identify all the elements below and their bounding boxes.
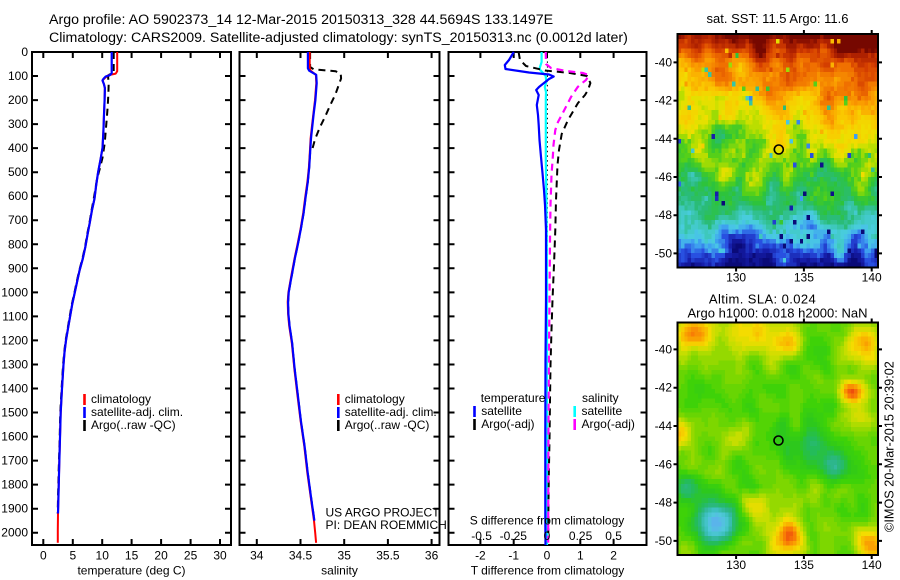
svg-text:temperature (deg C): temperature (deg C) xyxy=(77,564,185,578)
svg-text:Climatology: CARS2009. Satelli: Climatology: CARS2009. Satellite-adjuste… xyxy=(49,30,628,46)
svg-text:35.5: 35.5 xyxy=(376,549,400,563)
svg-text:-40: -40 xyxy=(655,55,673,69)
svg-text:1: 1 xyxy=(577,549,584,563)
svg-text:Argo profile: AO 5902373_14 12: Argo profile: AO 5902373_14 12-Mar-2015 … xyxy=(49,12,553,28)
svg-text:Argo(-adj): Argo(-adj) xyxy=(481,417,534,431)
svg-text:-48: -48 xyxy=(655,496,673,510)
svg-text:-50: -50 xyxy=(655,534,673,548)
svg-text:1900: 1900 xyxy=(1,502,28,516)
svg-text:140: 140 xyxy=(862,558,882,572)
svg-text:1000: 1000 xyxy=(1,285,28,299)
svg-text:36: 36 xyxy=(425,549,439,563)
svg-text:0: 0 xyxy=(544,549,551,563)
svg-text:salinity: salinity xyxy=(321,564,358,578)
svg-text:0: 0 xyxy=(544,529,551,543)
svg-text:20: 20 xyxy=(154,549,168,563)
svg-text:PI: DEAN ROEMMICH: PI: DEAN ROEMMICH xyxy=(326,518,447,532)
svg-text:30: 30 xyxy=(213,549,227,563)
svg-text:5: 5 xyxy=(69,549,76,563)
svg-text:T difference from climatology: T difference from climatology xyxy=(471,564,625,578)
svg-text:S difference from climatology: S difference from climatology xyxy=(470,514,625,528)
svg-text:satellite-adj. clim.: satellite-adj. clim. xyxy=(345,405,437,419)
svg-text:-44: -44 xyxy=(655,419,673,433)
svg-text:700: 700 xyxy=(8,213,28,227)
svg-text:15: 15 xyxy=(125,549,139,563)
svg-text:1600: 1600 xyxy=(1,430,28,444)
svg-text:10: 10 xyxy=(96,549,110,563)
svg-text:900: 900 xyxy=(8,261,28,275)
svg-text:0: 0 xyxy=(40,549,47,563)
svg-text:0: 0 xyxy=(21,45,28,59)
svg-text:-50: -50 xyxy=(655,246,673,260)
svg-text:600: 600 xyxy=(8,189,28,203)
svg-text:0.25: 0.25 xyxy=(569,529,593,543)
svg-text:100: 100 xyxy=(8,69,28,83)
svg-text:130: 130 xyxy=(726,271,746,285)
svg-text:130: 130 xyxy=(726,558,746,572)
svg-text:Argo(..raw -QC): Argo(..raw -QC) xyxy=(91,418,176,432)
svg-text:1500: 1500 xyxy=(1,406,28,420)
svg-text:300: 300 xyxy=(8,117,28,131)
svg-text:Argo h1000: 0.018 h2000: NaN: Argo h1000: 0.018 h2000: NaN xyxy=(688,306,868,321)
svg-text:satellite-adj. clim.: satellite-adj. clim. xyxy=(91,405,183,419)
svg-text:-42: -42 xyxy=(655,381,673,395)
svg-text:1800: 1800 xyxy=(1,478,28,492)
svg-text:2000: 2000 xyxy=(1,526,28,540)
svg-text:-40: -40 xyxy=(655,342,673,356)
svg-text:US ARGO PROJECT: US ARGO PROJECT xyxy=(326,506,441,520)
svg-text:-2: -2 xyxy=(475,549,486,563)
svg-text:climatology: climatology xyxy=(345,392,405,406)
svg-text:satellite: satellite xyxy=(481,404,522,418)
svg-text:satellite: satellite xyxy=(582,404,623,418)
svg-text:-42: -42 xyxy=(655,94,673,108)
svg-text:-46: -46 xyxy=(655,457,673,471)
svg-text:500: 500 xyxy=(8,165,28,179)
svg-text:1200: 1200 xyxy=(1,333,28,347)
svg-text:800: 800 xyxy=(8,237,28,251)
svg-text:200: 200 xyxy=(8,93,28,107)
svg-text:135: 135 xyxy=(794,271,814,285)
svg-text:Altim. SLA: 0.024: Altim. SLA: 0.024 xyxy=(709,292,816,307)
svg-text:140: 140 xyxy=(862,271,882,285)
svg-text:1100: 1100 xyxy=(2,309,28,323)
svg-text:2: 2 xyxy=(610,549,617,563)
svg-text:35: 35 xyxy=(338,549,352,563)
svg-text:400: 400 xyxy=(8,141,28,155)
svg-text:temperature: temperature xyxy=(481,391,546,405)
svg-text:-46: -46 xyxy=(655,170,673,184)
svg-text:34.5: 34.5 xyxy=(289,549,313,563)
svg-text:-48: -48 xyxy=(655,208,673,222)
svg-text:-44: -44 xyxy=(655,132,673,146)
svg-text:25: 25 xyxy=(184,549,198,563)
svg-text:©IMOS 20-Mar-2015 20:39:02: ©IMOS 20-Mar-2015 20:39:02 xyxy=(883,361,897,532)
svg-text:1700: 1700 xyxy=(1,454,28,468)
svg-text:sat. SST: 11.5 Argo: 11.6: sat. SST: 11.5 Argo: 11.6 xyxy=(707,11,849,26)
svg-text:-0.25: -0.25 xyxy=(500,529,528,543)
svg-text:climatology: climatology xyxy=(91,392,151,406)
svg-text:0.5: 0.5 xyxy=(605,529,622,543)
svg-text:-1: -1 xyxy=(508,549,519,563)
svg-text:34: 34 xyxy=(250,549,264,563)
svg-text:135: 135 xyxy=(794,558,814,572)
svg-text:salinity: salinity xyxy=(582,391,619,405)
svg-text:1300: 1300 xyxy=(1,358,28,372)
svg-text:-0.5: -0.5 xyxy=(471,529,492,543)
svg-text:1400: 1400 xyxy=(1,382,28,396)
svg-text:Argo(-adj): Argo(-adj) xyxy=(582,417,635,431)
svg-text:Argo(..raw -QC): Argo(..raw -QC) xyxy=(345,418,430,432)
